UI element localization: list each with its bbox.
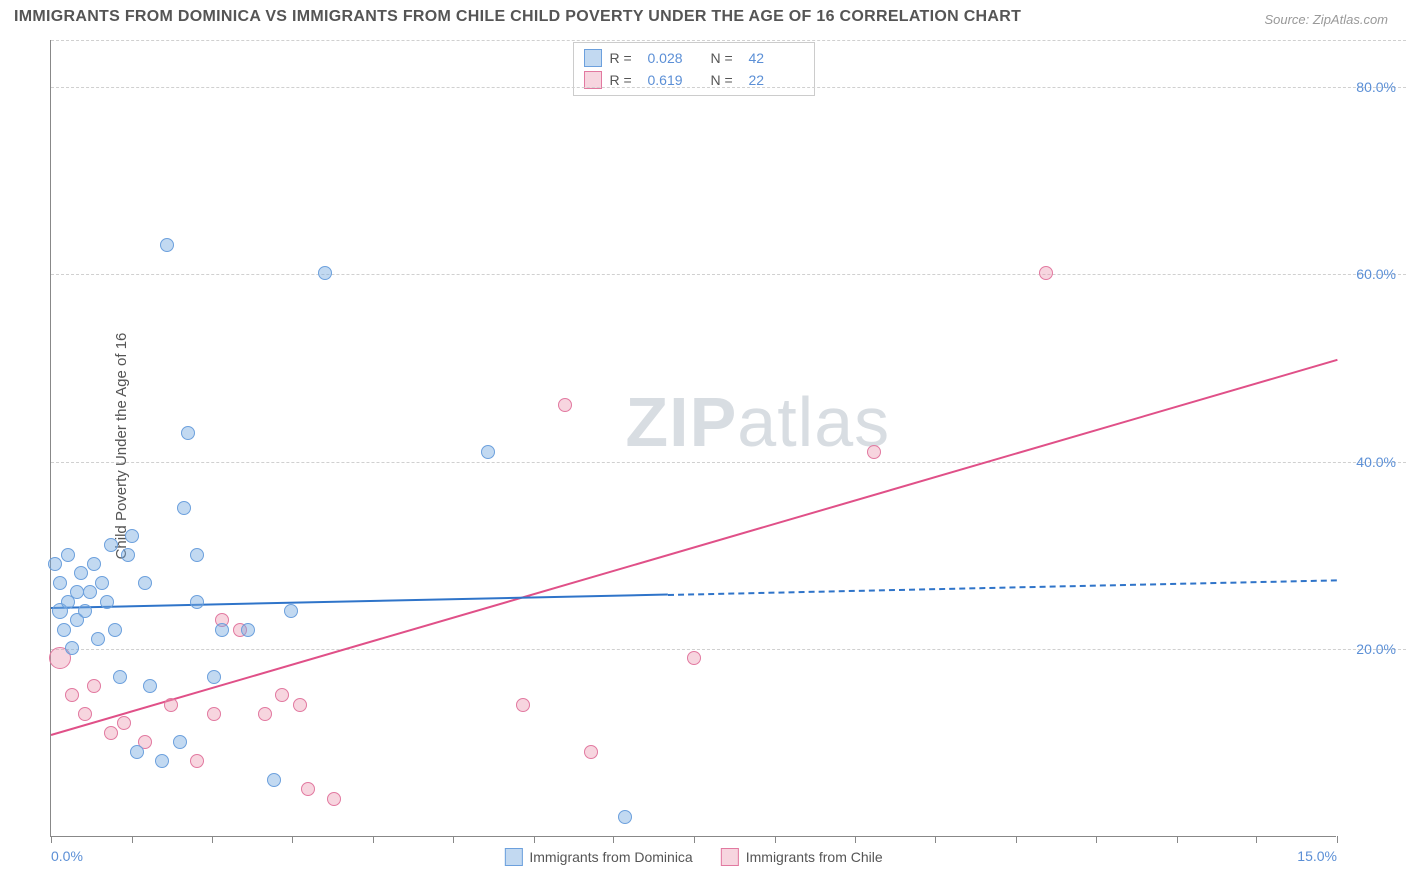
legend-bottom: Immigrants from Dominica Immigrants from… [504, 848, 882, 866]
gridline [51, 87, 1406, 88]
x-tick [855, 836, 856, 843]
data-point [516, 698, 530, 712]
data-point [164, 698, 178, 712]
trend-line [51, 594, 668, 610]
data-point [481, 445, 495, 459]
data-point [53, 576, 67, 590]
data-point [301, 782, 315, 796]
data-point [284, 604, 298, 618]
data-point [143, 679, 157, 693]
data-point [584, 745, 598, 759]
x-tick [1337, 836, 1338, 843]
chart-title: IMMIGRANTS FROM DOMINICA VS IMMIGRANTS F… [14, 8, 1021, 26]
x-tick [453, 836, 454, 843]
x-tick [51, 836, 52, 843]
data-point [130, 745, 144, 759]
data-point [215, 623, 229, 637]
x-tick [292, 836, 293, 843]
gridline [51, 40, 1406, 41]
data-point [618, 810, 632, 824]
chart-container: IMMIGRANTS FROM DOMINICA VS IMMIGRANTS F… [0, 0, 1406, 892]
source-label: Source: ZipAtlas.com [1264, 12, 1388, 27]
gridline [51, 462, 1406, 463]
data-point [74, 566, 88, 580]
y-tick-label: 80.0% [1356, 79, 1396, 95]
data-point [190, 754, 204, 768]
x-tick [534, 836, 535, 843]
data-point [104, 726, 118, 740]
data-point [100, 595, 114, 609]
data-point [91, 632, 105, 646]
data-point [155, 754, 169, 768]
data-point [207, 707, 221, 721]
data-point [173, 735, 187, 749]
data-point [1039, 266, 1053, 280]
data-point [78, 604, 92, 618]
data-point [117, 716, 131, 730]
data-point [138, 576, 152, 590]
legend-row: R = 0.028 N = 42 [584, 47, 804, 69]
data-point [181, 426, 195, 440]
data-point [113, 670, 127, 684]
x-tick [1016, 836, 1017, 843]
data-point [125, 529, 139, 543]
data-point [207, 670, 221, 684]
data-point [65, 641, 79, 655]
y-tick-label: 20.0% [1356, 641, 1396, 657]
legend-item: Immigrants from Dominica [504, 848, 692, 866]
data-point [61, 548, 75, 562]
x-tick [1096, 836, 1097, 843]
x-tick [613, 836, 614, 843]
data-point [160, 238, 174, 252]
data-point [275, 688, 289, 702]
data-point [83, 585, 97, 599]
trend-line [51, 359, 1338, 736]
data-point [241, 623, 255, 637]
data-point [190, 595, 204, 609]
data-point [95, 576, 109, 590]
plot-area: ZIPatlas R = 0.028 N = 42 R = 0.619 N = … [50, 40, 1336, 837]
y-tick-label: 60.0% [1356, 266, 1396, 282]
x-tick-label: 0.0% [51, 848, 83, 864]
data-point [87, 679, 101, 693]
gridline [51, 274, 1406, 275]
legend-swatch [584, 49, 602, 67]
data-point [687, 651, 701, 665]
data-point [293, 698, 307, 712]
trend-line [668, 579, 1337, 596]
data-point [48, 557, 62, 571]
y-tick-label: 40.0% [1356, 454, 1396, 470]
data-point [104, 538, 118, 552]
data-point [78, 707, 92, 721]
legend-swatch [721, 848, 739, 866]
x-tick [1256, 836, 1257, 843]
x-tick-label: 15.0% [1297, 848, 1337, 864]
data-point [177, 501, 191, 515]
data-point [327, 792, 341, 806]
gridline [51, 649, 1406, 650]
data-point [190, 548, 204, 562]
watermark: ZIPatlas [625, 382, 890, 462]
data-point [318, 266, 332, 280]
data-point [121, 548, 135, 562]
data-point [867, 445, 881, 459]
data-point [558, 398, 572, 412]
legend-item: Immigrants from Chile [721, 848, 883, 866]
data-point [267, 773, 281, 787]
data-point [108, 623, 122, 637]
x-tick [694, 836, 695, 843]
data-point [258, 707, 272, 721]
data-point [65, 688, 79, 702]
legend-top: R = 0.028 N = 42 R = 0.619 N = 22 [573, 42, 815, 96]
x-tick [132, 836, 133, 843]
data-point [57, 623, 71, 637]
x-tick [373, 836, 374, 843]
x-tick [775, 836, 776, 843]
x-tick [212, 836, 213, 843]
x-tick [1177, 836, 1178, 843]
x-tick [935, 836, 936, 843]
data-point [87, 557, 101, 571]
legend-swatch [504, 848, 522, 866]
